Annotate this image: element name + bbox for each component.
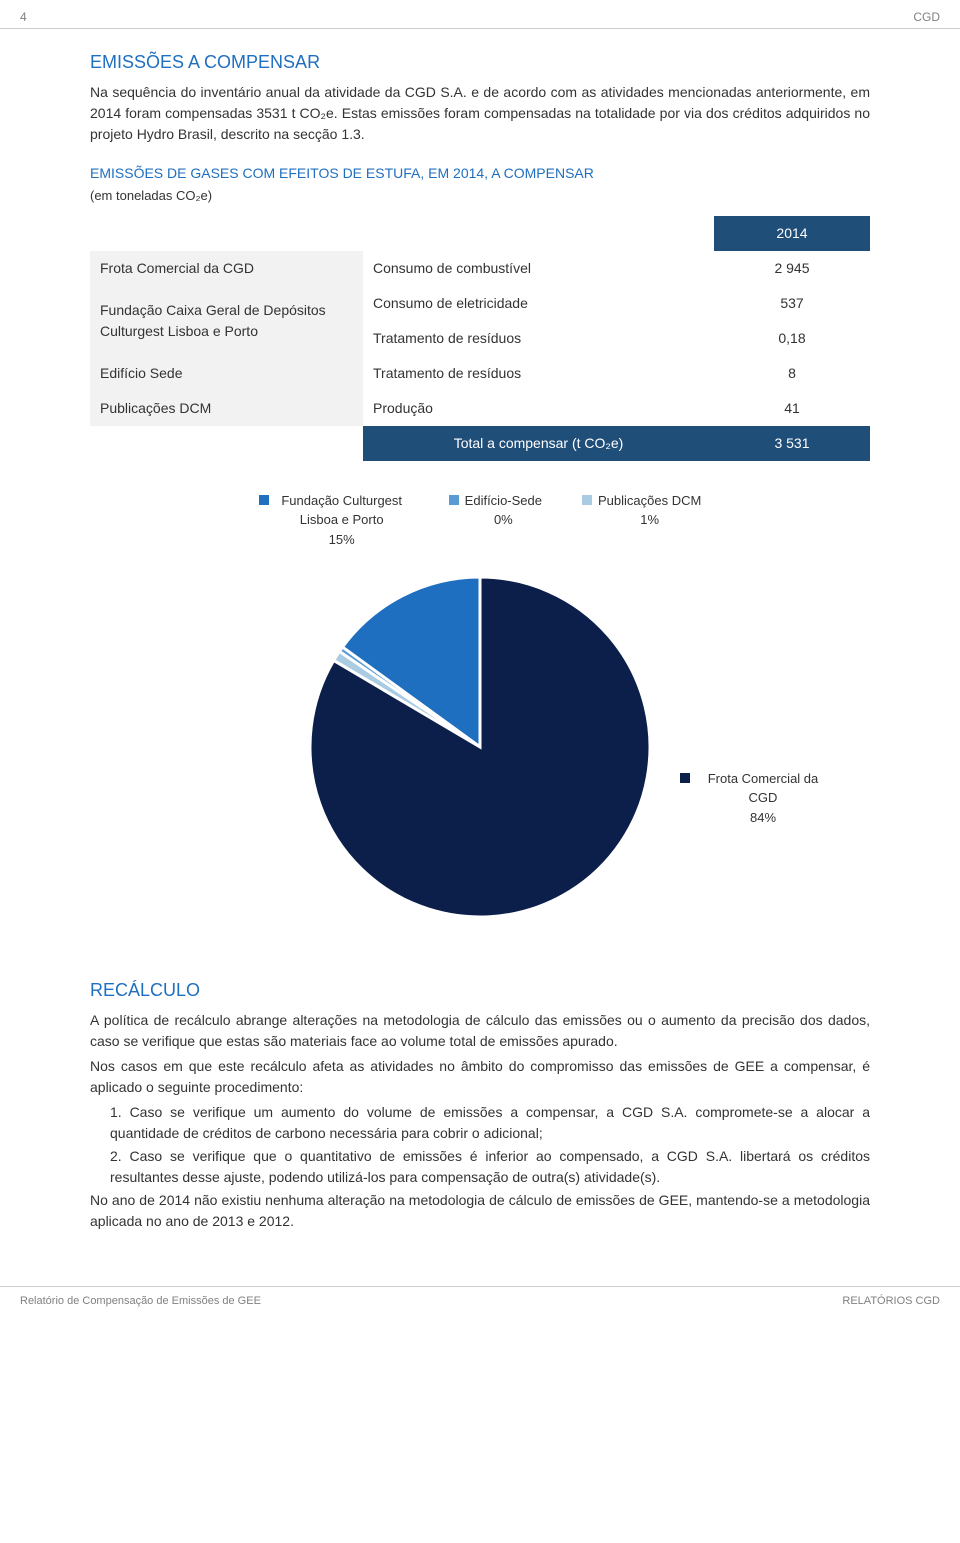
table-caption: EMISSÕES DE GASES COM EFEITOS DE ESTUFA,… <box>90 163 870 184</box>
table-value-cell: 2 945 <box>714 251 870 286</box>
section1-paragraph: Na sequência do inventário anual da ativ… <box>90 82 870 145</box>
legend-item: Publicações DCM1% <box>582 491 701 530</box>
table-label-cell: Publicações DCM <box>90 391 363 426</box>
legend-swatch <box>582 495 592 505</box>
legend-label: Edifício-Sede0% <box>465 491 542 530</box>
pie-chart: Frota Comercial da CGD84% <box>290 557 670 937</box>
pie-svg <box>290 557 670 937</box>
legend-swatch <box>449 495 459 505</box>
table-row: Edifício SedeTratamento de resíduos8 <box>90 356 870 391</box>
page-footer: Relatório de Compensação de Emissões de … <box>0 1287 960 1320</box>
table-value-cell: 41 <box>714 391 870 426</box>
table-desc-cell: Tratamento de resíduos <box>363 356 714 391</box>
section-title-recalculo: RECÁLCULO <box>90 977 870 1004</box>
table-header-row: 2014 <box>90 216 870 251</box>
table-row: Publicações DCMProdução41 <box>90 391 870 426</box>
table-value-cell: 8 <box>714 356 870 391</box>
table-header-blank1 <box>90 216 363 251</box>
table-value-cell: 537 <box>714 286 870 321</box>
table-total-row: Total a compensar (t CO₂e)3 531 <box>90 426 870 461</box>
page-header: 4 CGD <box>0 0 960 28</box>
table-label-cell: Frota Comercial da CGD <box>90 251 363 286</box>
section2-p3: No ano de 2014 não existiu nenhuma alter… <box>90 1190 870 1232</box>
brand-label: CGD <box>913 8 940 26</box>
section2-li1: 1. Caso se verifique um aumento do volum… <box>110 1102 870 1144</box>
section2-p2: Nos casos em que este recálculo afeta as… <box>90 1056 870 1098</box>
table-label-cell: Edifício Sede <box>90 356 363 391</box>
legend-item: Edifício-Sede0% <box>449 491 542 530</box>
emissions-table: 2014 Frota Comercial da CGDConsumo de co… <box>90 216 870 461</box>
legend-label: Publicações DCM1% <box>598 491 701 530</box>
legend-item: Fundação Culturgest Lisboa e Porto15% <box>259 491 409 550</box>
section-title-emissoes: EMISSÕES A COMPENSAR <box>90 49 870 76</box>
legend-swatch <box>680 773 690 783</box>
pie-chart-container: Fundação Culturgest Lisboa e Porto15% Edi… <box>90 491 870 938</box>
footer-left: Relatório de Compensação de Emissões de … <box>20 1293 261 1310</box>
table-desc-cell: Tratamento de resíduos <box>363 321 714 356</box>
table-desc-cell: Consumo de combustível <box>363 251 714 286</box>
header-rule <box>0 28 960 29</box>
table-label-cell: Fundação Caixa Geral de Depósitos Cultur… <box>90 286 363 356</box>
table-desc-cell: Consumo de eletricidade <box>363 286 714 321</box>
table-total-label: Total a compensar (t CO₂e) <box>363 426 714 461</box>
table-desc-cell: Produção <box>363 391 714 426</box>
legend-item: Frota Comercial da CGD84% <box>680 769 830 828</box>
table-caption-sub: (em toneladas CO₂e) <box>90 186 870 206</box>
table-header-year: 2014 <box>714 216 870 251</box>
table-row: Frota Comercial da CGDConsumo de combust… <box>90 251 870 286</box>
footer-right: RELATÓRIOS CGD <box>842 1293 940 1310</box>
table-header-blank2 <box>363 216 714 251</box>
pie-legend-top: Fundação Culturgest Lisboa e Porto15% Edi… <box>259 491 702 550</box>
table-total-value: 3 531 <box>714 426 870 461</box>
legend-label: Fundação Culturgest Lisboa e Porto15% <box>275 491 409 550</box>
table-total-empty <box>90 426 363 461</box>
page-number: 4 <box>20 8 27 26</box>
page-content: EMISSÕES A COMPENSAR Na sequência do inv… <box>0 49 960 1256</box>
pie-legend-right: Frota Comercial da CGD84% <box>680 769 830 828</box>
section2-p1: A política de recálculo abrange alteraçõ… <box>90 1010 870 1052</box>
table-value-cell: 0,18 <box>714 321 870 356</box>
legend-label: Frota Comercial da CGD84% <box>696 769 830 828</box>
table-row: Fundação Caixa Geral de Depósitos Cultur… <box>90 286 870 321</box>
section2-li2: 2. Caso se verifique que o quantitativo … <box>110 1146 870 1188</box>
legend-swatch <box>259 495 269 505</box>
